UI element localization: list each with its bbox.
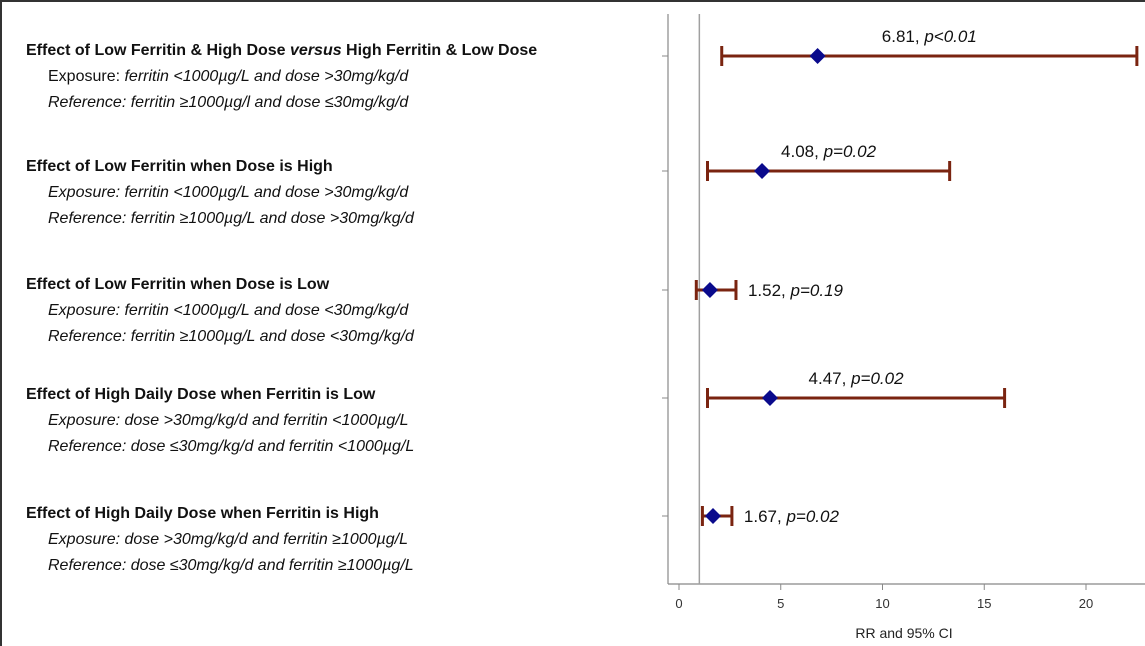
row-heading: Effect of High Daily Dose when Ferritin …	[26, 505, 379, 522]
estimate-marker	[704, 508, 721, 524]
x-tick-label: 20	[1079, 596, 1093, 611]
estimate-label: 1.52, p=0.19	[748, 281, 844, 300]
p-value: p=0.02	[850, 369, 904, 388]
x-tick-label: 5	[777, 596, 784, 611]
exposure-prefix: Exposure:	[48, 68, 125, 85]
exposure-line: Exposure: dose >30mg/kg/d and ferritin ≥…	[48, 531, 408, 548]
row-labels: Effect of Low Ferritin & High Dose versu…	[26, 42, 537, 574]
estimate-marker	[809, 48, 826, 64]
exposure-line: Exposure: ferritin <1000µg/L and dose <3…	[48, 302, 409, 319]
x-tick-label: 15	[977, 596, 991, 611]
row-heading: Effect of Low Ferritin when Dose is High	[26, 158, 333, 175]
estimate-label: 6.81, p<0.01	[882, 27, 977, 46]
p-value: p=0.02	[823, 142, 877, 161]
x-axis-title: RR and 95% CI	[855, 625, 952, 641]
estimate-marker	[701, 282, 718, 298]
row-heading: Effect of High Daily Dose when Ferritin …	[26, 386, 376, 403]
estimate-label: 1.67, p=0.02	[744, 507, 840, 526]
estimate-label: 4.47, p=0.02	[809, 369, 905, 388]
reference-line: Reference: dose ≤30mg/kg/d and ferritin …	[48, 557, 414, 574]
estimate-value: 4.47,	[809, 369, 852, 388]
estimate-value: 1.52,	[748, 281, 791, 300]
p-value: p=0.19	[790, 281, 844, 300]
p-value: p<0.01	[923, 27, 976, 46]
estimate-value: 4.08,	[781, 142, 824, 161]
reference-line: Reference: ferritin ≥1000µg/L and dose <…	[48, 328, 414, 345]
exposure-line: Exposure: dose >30mg/kg/d and ferritin <…	[48, 412, 409, 429]
reference-prefix: Reference:	[48, 94, 131, 111]
exposure-line: Exposure: ferritin <1000µg/L and dose >3…	[48, 184, 409, 201]
row-heading: Effect of Low Ferritin & High Dose versu…	[26, 42, 537, 60]
reference-body: ferritin ≥1000µg/l and dose ≤30mg/kg/d	[130, 94, 409, 111]
estimate-value: 1.67,	[744, 507, 787, 526]
estimate-marker	[754, 163, 771, 179]
x-tick-label: 10	[875, 596, 889, 611]
reference-line: Reference: ferritin ≥1000µg/l and dose ≤…	[48, 94, 408, 112]
row-heading: Effect of Low Ferritin when Dose is Low	[26, 276, 330, 293]
x-tick-label: 0	[675, 596, 682, 611]
estimate-label: 4.08, p=0.02	[781, 142, 877, 161]
exposure-body: ferritin <1000µg/L and dose >30mg/kg/d	[124, 68, 409, 85]
p-value: p=0.02	[785, 507, 839, 526]
reference-line: Reference: dose ≤30mg/kg/d and ferritin …	[48, 438, 415, 455]
row-heading-part: Effect of Low Ferritin & High Dose	[26, 42, 291, 59]
row-heading-versus: versus	[290, 42, 342, 59]
reference-line: Reference: ferritin ≥1000µg/L and dose >…	[48, 210, 414, 227]
exposure-line: Exposure: ferritin <1000µg/L and dose >3…	[48, 68, 408, 86]
row-heading-part: High Ferritin & Low Dose	[341, 42, 538, 59]
estimate-marker	[761, 390, 778, 406]
estimate-value: 6.81,	[882, 27, 925, 46]
